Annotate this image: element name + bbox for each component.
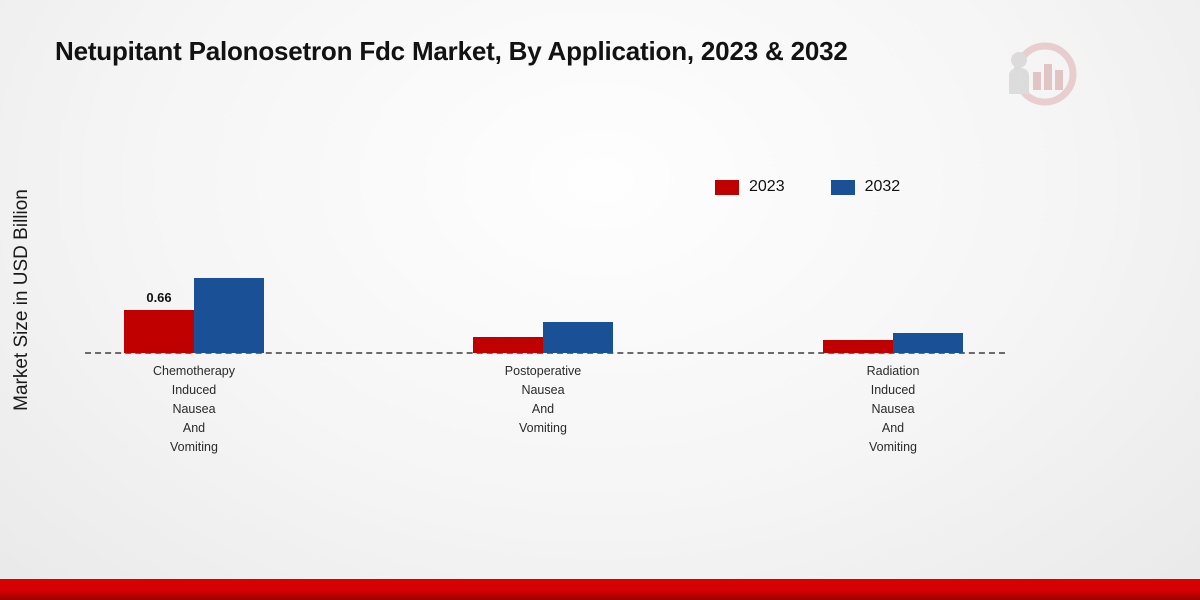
footer-band [0,579,1200,600]
bar-2023-category-0 [124,310,194,353]
legend-swatch-2023 [715,179,739,195]
legend-label-2032: 2032 [864,178,901,195]
category-label: Chemotherapy Induced Nausea And Vomiting [153,364,235,454]
chart-title: Netupitant Palonosetron Fdc Market, By A… [55,36,848,66]
zero-baseline [85,352,1005,354]
category-label: Postoperative Nausea And Vomiting [504,364,582,435]
category-label: Radiation Induced Nausea And Vomiting [866,364,920,454]
bar-2032-category-0 [194,278,264,353]
bar-2032-category-2 [893,333,963,353]
bar-2032-category-1 [543,322,613,353]
bar-2023-category-2 [823,340,893,353]
bar-value-label: 0.66 [146,290,172,305]
legend-swatch-2032 [830,179,855,195]
bar-2023-category-1 [473,337,543,353]
legend: 2023 2032 [715,178,900,196]
legend-item-2032: 2032 [830,178,901,196]
brand-logo-icon [1009,42,1077,106]
legend-item-2023: 2023 [715,178,785,196]
legend-label-2023: 2023 [749,178,785,195]
